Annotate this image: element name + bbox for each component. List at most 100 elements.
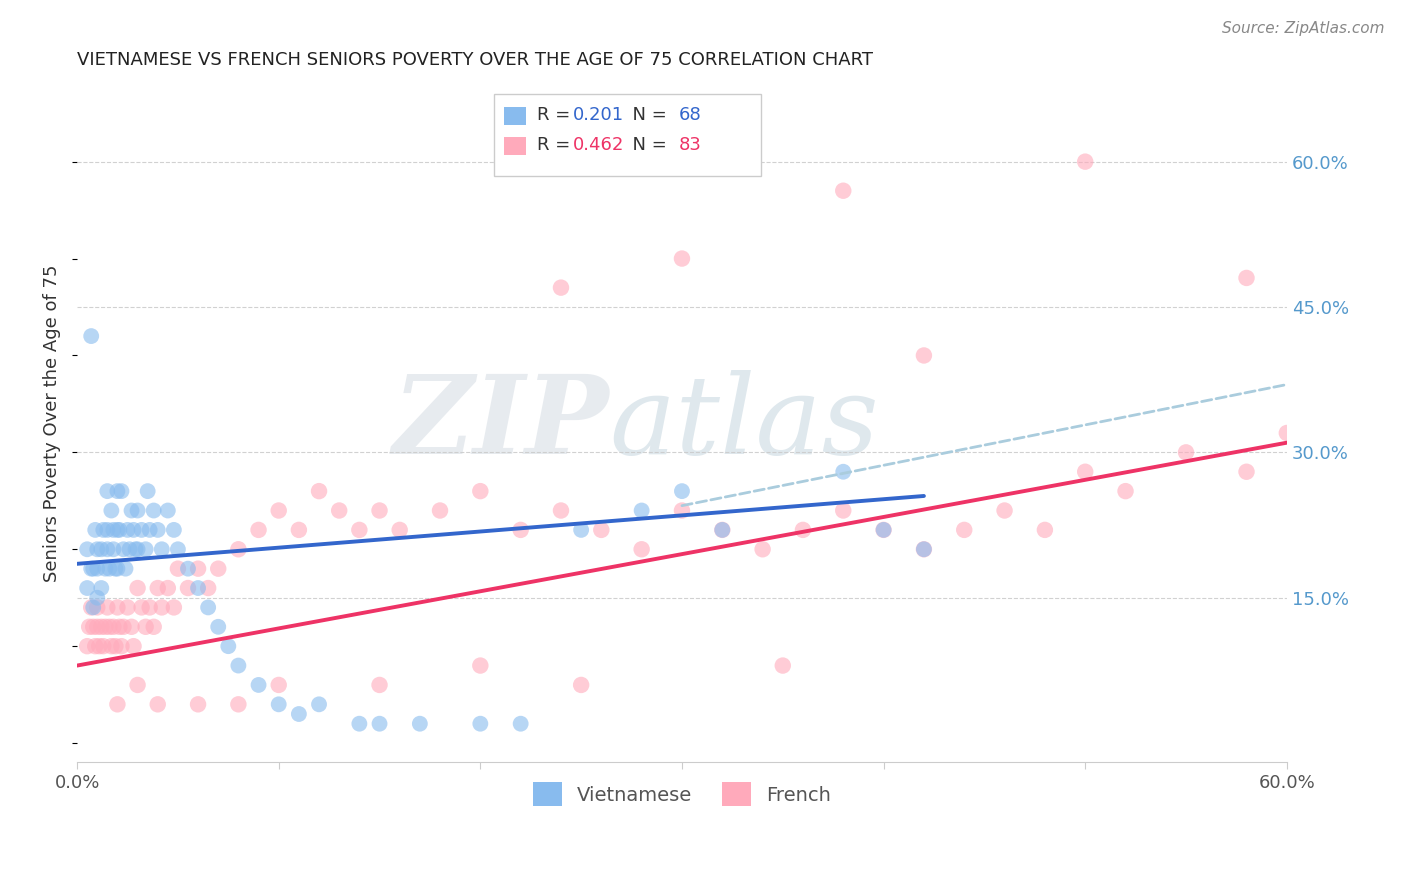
- Point: [470, 716, 492, 731]
- Point: [163, 600, 186, 615]
- FancyBboxPatch shape: [505, 106, 526, 125]
- Point: [197, 581, 219, 595]
- Point: [228, 698, 250, 712]
- Point: [142, 620, 165, 634]
- Point: [76, 581, 98, 595]
- Point: [308, 484, 330, 499]
- Point: [131, 523, 153, 537]
- Point: [167, 562, 190, 576]
- Text: R =: R =: [537, 136, 576, 154]
- Point: [100, 503, 122, 517]
- Point: [671, 252, 693, 266]
- Point: [124, 542, 146, 557]
- Point: [368, 678, 391, 692]
- Point: [349, 716, 371, 731]
- Point: [96, 484, 118, 499]
- Text: N =: N =: [621, 136, 673, 154]
- Point: [122, 523, 145, 537]
- Point: [127, 542, 149, 557]
- Point: [135, 620, 157, 634]
- Text: VIETNAMESE VS FRENCH SENIORS POVERTY OVER THE AGE OF 75 CORRELATION CHART: VIETNAMESE VS FRENCH SENIORS POVERTY OVE…: [77, 51, 873, 69]
- Point: [832, 184, 855, 198]
- Point: [872, 523, 894, 537]
- Text: R =: R =: [537, 105, 576, 124]
- Point: [207, 620, 229, 634]
- Legend: Vietnamese, French: Vietnamese, French: [524, 774, 839, 814]
- Point: [104, 639, 127, 653]
- Point: [671, 484, 693, 499]
- Point: [156, 503, 179, 517]
- Text: atlas: atlas: [609, 369, 879, 477]
- Point: [90, 542, 112, 557]
- Point: [156, 581, 179, 595]
- Point: [82, 600, 104, 615]
- Point: [118, 542, 141, 557]
- Point: [121, 620, 143, 634]
- Point: [96, 600, 118, 615]
- Point: [94, 620, 117, 634]
- Point: [84, 639, 107, 653]
- Point: [288, 706, 311, 721]
- Point: [86, 591, 108, 605]
- Point: [550, 503, 572, 517]
- Point: [84, 523, 107, 537]
- Point: [247, 678, 270, 692]
- Point: [288, 523, 311, 537]
- Point: [107, 562, 129, 576]
- Point: [107, 698, 129, 712]
- Point: [138, 600, 160, 615]
- Text: Source: ZipAtlas.com: Source: ZipAtlas.com: [1222, 21, 1385, 36]
- Point: [112, 620, 135, 634]
- FancyBboxPatch shape: [495, 95, 761, 176]
- Point: [509, 523, 531, 537]
- Point: [104, 562, 127, 576]
- Point: [388, 523, 411, 537]
- Point: [127, 503, 149, 517]
- Point: [1275, 425, 1298, 440]
- Point: [187, 698, 209, 712]
- Point: [108, 620, 131, 634]
- Point: [98, 562, 121, 576]
- Point: [146, 698, 169, 712]
- Point: [108, 523, 131, 537]
- Point: [163, 523, 186, 537]
- Point: [470, 484, 492, 499]
- Point: [136, 484, 159, 499]
- Point: [77, 620, 100, 634]
- Point: [98, 620, 121, 634]
- Point: [308, 698, 330, 712]
- Point: [82, 620, 104, 634]
- Point: [90, 581, 112, 595]
- Point: [872, 523, 894, 537]
- Point: [409, 716, 432, 731]
- Point: [247, 523, 270, 537]
- Point: [150, 600, 173, 615]
- Point: [368, 503, 391, 517]
- Point: [187, 581, 209, 595]
- Y-axis label: Seniors Poverty Over the Age of 75: Seniors Poverty Over the Age of 75: [44, 265, 60, 582]
- Point: [91, 639, 114, 653]
- Point: [328, 503, 350, 517]
- Point: [207, 562, 229, 576]
- Point: [1074, 154, 1097, 169]
- Point: [267, 678, 290, 692]
- Point: [107, 484, 129, 499]
- Point: [89, 639, 111, 653]
- Point: [122, 639, 145, 653]
- Point: [772, 658, 794, 673]
- Point: [110, 484, 132, 499]
- Point: [197, 600, 219, 615]
- Point: [138, 523, 160, 537]
- Point: [103, 542, 125, 557]
- Text: ZIP: ZIP: [392, 369, 609, 477]
- Point: [1074, 465, 1097, 479]
- Point: [131, 600, 153, 615]
- Point: [550, 280, 572, 294]
- Point: [751, 542, 773, 557]
- Point: [1236, 465, 1258, 479]
- Point: [100, 639, 122, 653]
- Point: [429, 503, 451, 517]
- Point: [117, 523, 139, 537]
- Point: [86, 542, 108, 557]
- Point: [912, 348, 935, 362]
